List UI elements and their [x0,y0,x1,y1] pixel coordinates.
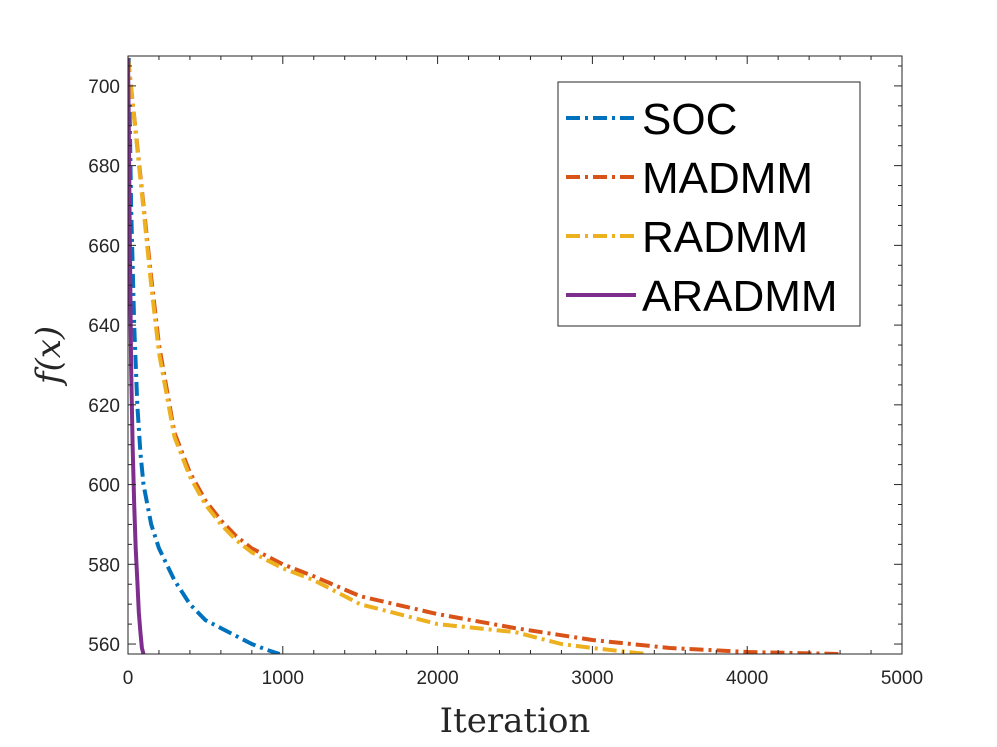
y-tick-label: 620 [88,396,120,417]
x-tick-label: 0 [123,668,134,689]
axis-ticks [127,56,903,654]
tick-labels: 0 1000 2000 3000 4000 5000 560 580 600 620 640 660 6… [88,77,923,689]
y-axis-label: f(x) [29,326,69,387]
series-line-radmm [128,57,647,654]
x-axis-label: Iteration [440,701,591,741]
legend-label-radmm: RADMM [642,213,808,262]
x-tick-label: 1000 [262,668,304,689]
y-tick-label: 580 [88,555,120,576]
y-tick-label: 640 [88,316,120,337]
series-line-soc [128,57,281,654]
y-tick-label: 680 [88,157,120,178]
y-axis-label-group: f(x) [29,326,69,387]
legend-box [557,81,861,327]
x-tick-label: 3000 [571,668,613,689]
legend: SOC MADMM RADMM ARADMM [557,81,861,327]
x-tick-label: 2000 [416,668,458,689]
legend-label-madmm: MADMM [642,154,813,203]
x-tick-label: 4000 [726,668,768,689]
legend-label-soc: SOC [642,95,737,144]
legend-label-aradmm: ARADMM [642,272,838,321]
y-tick-label: 600 [88,476,120,497]
y-tick-label: 660 [88,236,120,257]
plot-frame [127,55,903,655]
y-tick-label: 700 [88,77,120,98]
y-tick-label: 560 [88,635,120,656]
x-tick-label: 5000 [881,668,923,689]
